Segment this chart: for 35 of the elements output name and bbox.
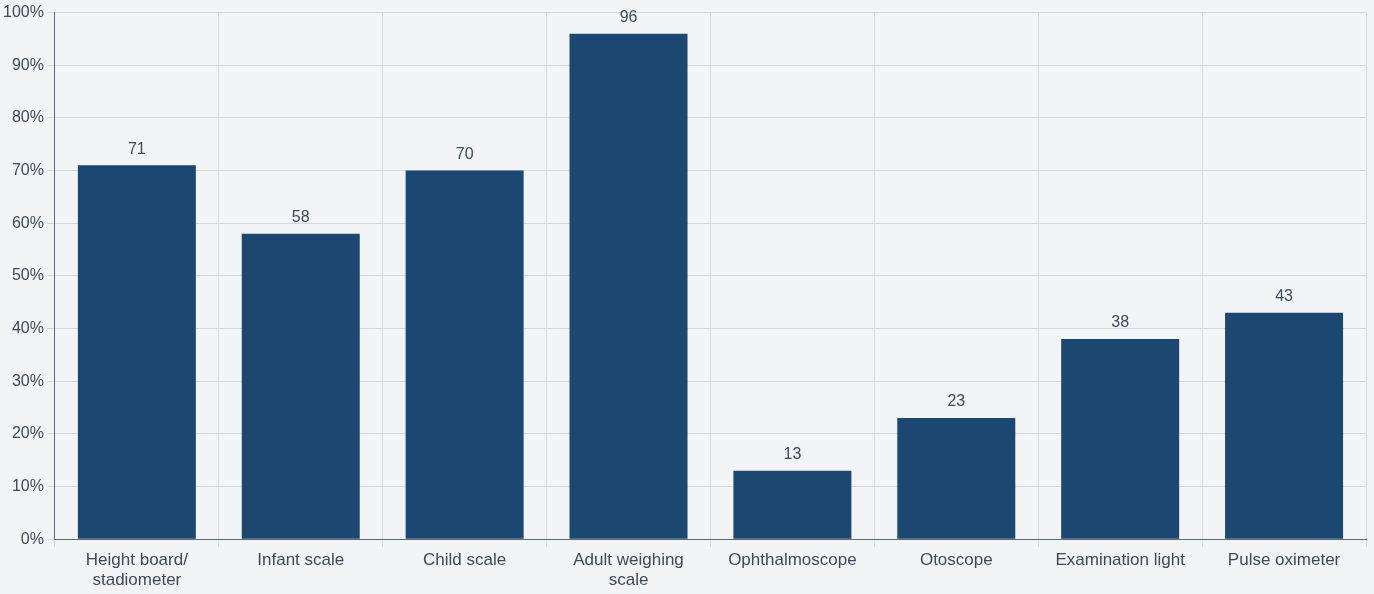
data-label: 23 bbox=[947, 392, 966, 410]
data-label: 38 bbox=[1111, 313, 1130, 331]
data-label: 71 bbox=[127, 139, 146, 157]
y-tick-label: 30% bbox=[11, 371, 44, 389]
y-tick-label: 40% bbox=[11, 318, 44, 336]
x-tick-label: Pulse oximeter bbox=[1227, 550, 1341, 570]
y-tick-label: 90% bbox=[11, 55, 44, 73]
bar bbox=[241, 233, 360, 539]
y-tick-label: 0% bbox=[20, 529, 44, 547]
y-tick-label: 50% bbox=[11, 266, 44, 284]
bar bbox=[733, 470, 852, 539]
y-tick-label: 60% bbox=[11, 213, 44, 231]
bar bbox=[405, 170, 524, 539]
x-tick-label: Height board/ stadiometer bbox=[85, 550, 189, 590]
x-tick-label: Otoscope bbox=[919, 550, 993, 570]
bar bbox=[1225, 312, 1344, 539]
y-tick-label: 80% bbox=[11, 108, 44, 126]
bar bbox=[1061, 339, 1180, 539]
data-label: 43 bbox=[1275, 287, 1294, 305]
x-tick-label: Infant scale bbox=[257, 550, 345, 570]
x-tick-label: Examination light bbox=[1055, 550, 1186, 570]
bar bbox=[77, 165, 196, 539]
y-tick-label: 100% bbox=[3, 3, 44, 21]
y-tick-label: 20% bbox=[11, 424, 44, 442]
y-tick-label: 70% bbox=[11, 160, 44, 178]
data-label: 96 bbox=[619, 8, 638, 26]
bar bbox=[569, 33, 688, 539]
x-tick-label: Child scale bbox=[423, 550, 507, 570]
x-tick-label: Adult weighing scale bbox=[573, 550, 684, 590]
data-label: 58 bbox=[291, 208, 310, 226]
y-tick-label: 10% bbox=[11, 476, 44, 494]
data-label: 13 bbox=[783, 445, 802, 463]
bar bbox=[897, 418, 1016, 539]
data-label: 70 bbox=[455, 144, 474, 162]
x-tick-label: Ophthalmoscope bbox=[728, 550, 857, 570]
